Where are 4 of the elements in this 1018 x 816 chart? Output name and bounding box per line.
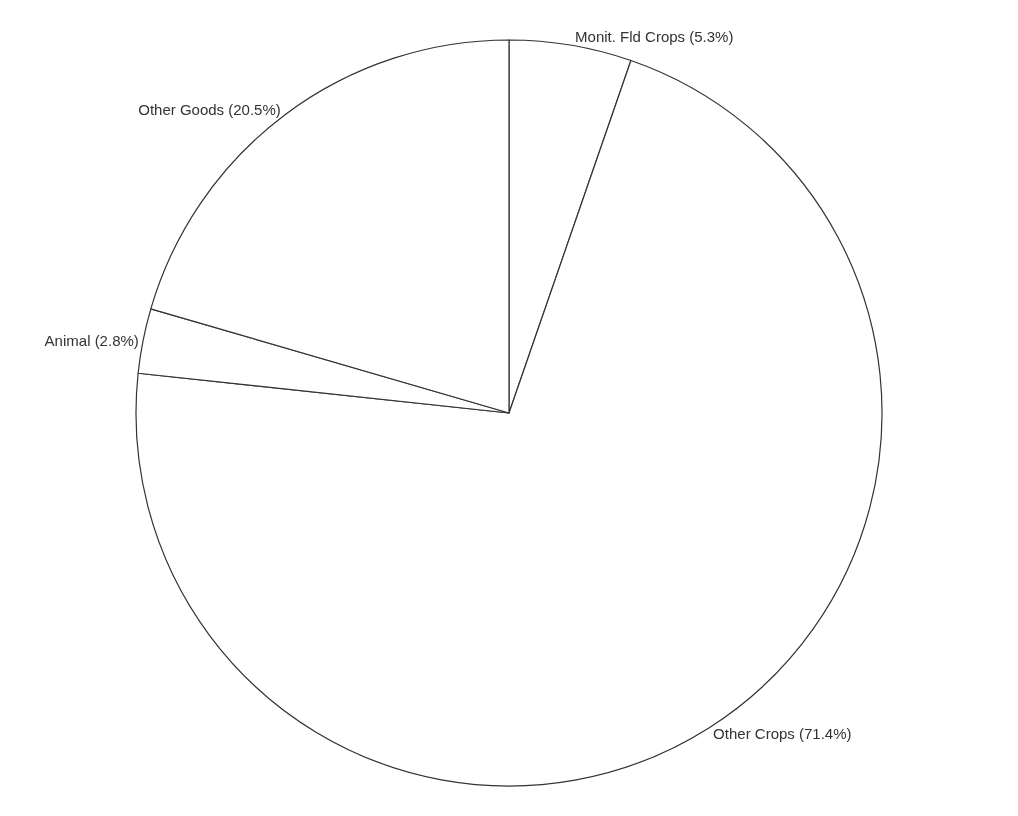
slice-label: Other Goods (20.5%) (138, 100, 281, 118)
slice-label: Other Crops (71.4%) (713, 725, 852, 743)
slice-label: Animal (2.8%) (44, 331, 139, 349)
slice-label: Monit. Fld Crops (5.3%) (575, 28, 734, 46)
